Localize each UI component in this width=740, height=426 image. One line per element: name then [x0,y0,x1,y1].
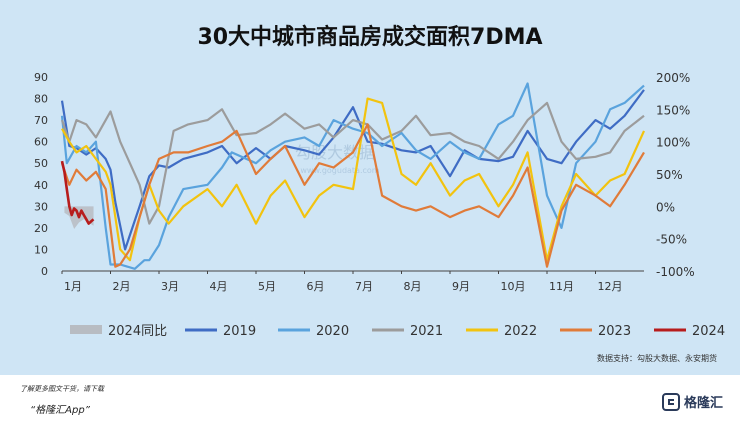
chart-title: 30大中城市商品房成交面积7DMA [197,24,542,50]
legend-label: 2021 [410,324,443,339]
download-note: 了解更多图文干货，请下载 [20,385,104,393]
x-tick-label: 2月 [113,280,131,293]
chart-panel [0,0,740,375]
x-tick-label: 9月 [452,280,470,293]
x-tick-label: 12月 [598,280,623,293]
left-tick-label: 80 [34,93,48,106]
brand-name: 格隆汇 [684,396,724,411]
x-tick-label: 10月 [501,280,526,293]
x-tick-label: 1月 [64,280,82,293]
left-tick-label: 90 [34,71,48,84]
series-line-2023 [60,123,645,268]
left-tick-label: 10 [34,243,48,256]
x-tick-label: 3月 [161,280,179,293]
chart: 30大中城市商品房成交面积7DMA 勾股大数据 www.gogudata.com 0 1… [34,24,725,363]
right-tick-label: 100% [656,136,690,150]
left-tick-label: 0 [41,265,48,278]
left-tick-label: 60 [34,136,48,149]
watermark-text: 勾股大数据 [295,143,375,162]
left-tick-label: 40 [34,179,48,192]
x-tick-label: 5月 [258,280,276,293]
right-tick-label: 150% [656,103,690,117]
right-tick-label: -50% [656,233,687,247]
source-note: 数据支持：勾股大数据、永安期货 [597,353,717,363]
series-line-2020 [60,82,645,270]
watermark-url: www.gogudata.com [300,166,379,175]
right-tick-label: -100% [656,265,695,279]
app-name: “格隆汇App” [30,405,90,416]
series-line-2024 [60,160,95,225]
series-line-2019 [60,89,645,251]
x-tick-label: 11月 [549,280,574,293]
right-tick-label: 50% [656,168,683,182]
brand-logo-icon [662,392,680,411]
legend-label: 2024 [692,324,725,339]
series-line-2022 [61,97,646,262]
legend-label: 2023 [598,324,631,339]
x-tick-label: 4月 [210,280,228,293]
left-tick-label: 70 [34,114,48,127]
right-tick-label: 200% [656,71,690,85]
x-tick-label: 7月 [355,280,373,293]
right-tick-label: 0% [656,200,675,214]
x-tick-label: 6月 [307,280,325,293]
series-line-2021 [60,101,645,225]
legend-label: 2019 [223,324,256,339]
brand-logo: 格隆汇 [662,392,723,411]
legend-label: 2024同比 [108,324,167,339]
left-tick-label: 30 [34,200,48,213]
legend-label: 2022 [504,324,537,339]
legend-swatch [70,325,102,334]
x-tick-label: 8月 [404,280,422,293]
legend-label: 2020 [316,324,349,339]
left-tick-label: 50 [34,157,48,170]
left-tick-label: 20 [34,222,48,235]
